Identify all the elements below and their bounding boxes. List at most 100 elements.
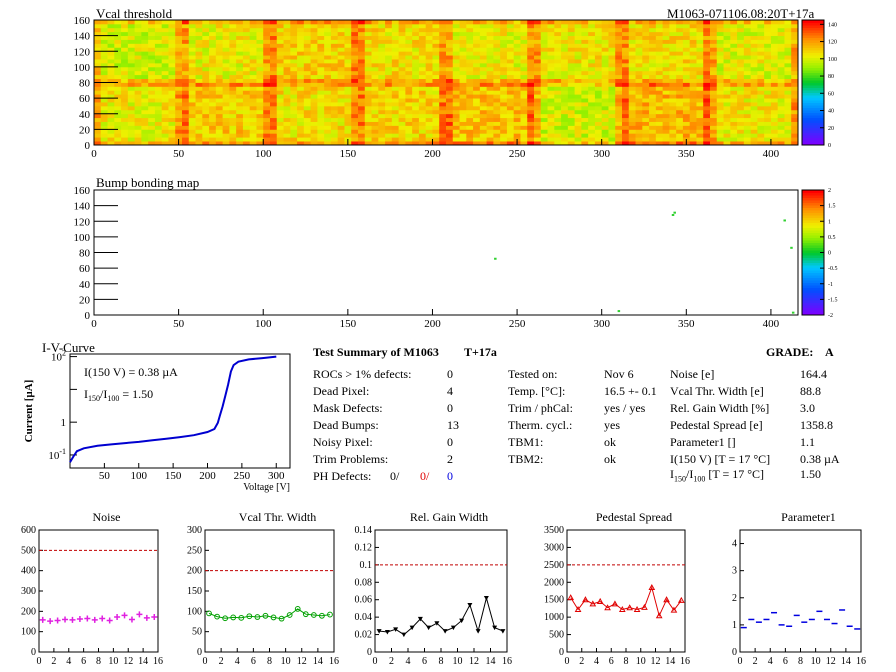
vcal-cell — [229, 31, 237, 37]
vcal-cell — [134, 121, 142, 126]
vcal-cell — [439, 98, 447, 103]
vcal-cell — [439, 113, 447, 119]
vcal-cell — [398, 51, 406, 56]
bump-colorbar-band — [802, 307, 824, 311]
vcal-cell — [574, 109, 582, 115]
vcal-cell — [425, 27, 433, 33]
vcal-cell — [554, 55, 562, 60]
vcal-cell — [114, 27, 122, 33]
vcal-cell — [222, 121, 230, 126]
summary-left-row-value: 0 — [447, 435, 453, 449]
vcal-cell — [696, 20, 704, 25]
vcal-cell — [588, 23, 596, 29]
vcal-cell — [242, 70, 251, 76]
vcal-cell — [452, 35, 460, 40]
vcal-cell — [696, 141, 704, 146]
vcal-cell — [371, 74, 379, 79]
vcal-cell — [161, 23, 169, 29]
vcal-cell — [324, 66, 332, 72]
vcal-cell — [757, 129, 765, 134]
vcal-cell — [791, 47, 799, 52]
vcal-cell — [473, 27, 481, 33]
bump-colorbar-band — [802, 305, 824, 308]
bump-colorbar-band — [802, 275, 824, 278]
vcal-cell — [161, 109, 169, 115]
vcal-cell — [547, 31, 555, 37]
vcal-cell — [594, 78, 603, 83]
vcal-cell — [141, 113, 149, 119]
vcal-cell — [276, 74, 284, 79]
vcal-cell — [134, 86, 142, 91]
vcal-cell — [784, 86, 792, 91]
vcal-cell — [209, 117, 217, 122]
summary-right-row-label: Vcal Thr. Width [e] — [670, 384, 764, 398]
vcal-cell — [364, 90, 372, 95]
noise-xtick-label: 0 — [37, 656, 42, 667]
vcal-cell — [581, 141, 589, 146]
vcal-cell — [730, 109, 738, 115]
vcal-cell — [534, 137, 542, 142]
vcal-cell — [249, 117, 257, 122]
vcal-cell — [567, 125, 576, 130]
vcal-cell — [310, 98, 318, 103]
vcal-cell — [466, 125, 474, 130]
vcal-cell — [263, 55, 271, 60]
vcal-cell — [534, 43, 542, 48]
vcal-cell — [547, 47, 555, 52]
vcal-cell — [175, 98, 183, 103]
vcal-cell — [222, 51, 230, 56]
vcal-cell — [479, 70, 488, 76]
vcal-cell — [723, 59, 731, 64]
module-id: M1063-071106.08:20T+17a — [667, 6, 815, 21]
bump-colorbar-band — [802, 282, 824, 286]
vcal-cell — [540, 59, 548, 64]
vcal-cell — [371, 66, 379, 72]
vcal-cell — [297, 35, 305, 40]
vcal-cell — [622, 59, 630, 64]
vcal-cell — [263, 20, 271, 25]
vcal-cell — [188, 98, 196, 103]
vcal-cell — [676, 121, 684, 126]
vcal-cell — [479, 105, 488, 111]
vcal-cell — [615, 141, 623, 146]
vcal-cell — [649, 133, 657, 138]
vcal-cell — [493, 39, 501, 44]
vcal-cell — [236, 102, 244, 107]
vcal-cell — [276, 78, 284, 83]
vcal-cell — [520, 66, 528, 72]
vcal-cell — [561, 129, 569, 134]
vcal-cell — [283, 137, 291, 142]
vcal-cell — [567, 109, 576, 115]
vcal-cell — [479, 59, 488, 64]
vcal-cell — [446, 43, 454, 48]
iv-ytick-label: 10-1 — [48, 447, 66, 462]
vcal-cell — [148, 62, 156, 68]
vcal-cell — [581, 94, 589, 99]
vcal-cell — [134, 125, 142, 130]
vcal-cell — [520, 74, 528, 79]
vcal-cell — [622, 70, 630, 76]
vcal-cell — [594, 105, 603, 111]
vcal-cell — [263, 133, 271, 138]
vcal-cell — [574, 35, 582, 40]
vcal-cell — [148, 82, 156, 87]
bump-colorbar-band — [802, 190, 824, 193]
vcal-cell — [601, 27, 609, 33]
vcal-cell — [689, 78, 697, 83]
vcal-cell — [615, 98, 623, 103]
vcal-cell — [215, 27, 224, 33]
vcal-cell — [750, 59, 758, 64]
vcal-cell — [154, 20, 163, 25]
vcal-cell — [682, 102, 691, 107]
vcal-cell — [290, 27, 298, 33]
gain-width-ytick-label: 0.14 — [355, 525, 373, 536]
noise-ytick-label: 400 — [21, 566, 36, 577]
vcal-cell — [344, 82, 352, 87]
vcal-cell — [723, 39, 731, 44]
vcal-cell — [425, 102, 433, 107]
noise-point — [47, 618, 54, 625]
vcal-cell — [520, 43, 528, 48]
vcal-cell — [290, 82, 298, 87]
vcal-cell — [242, 35, 251, 40]
summary-middle-row-value: 16.5 +- 0.1 — [604, 384, 657, 398]
